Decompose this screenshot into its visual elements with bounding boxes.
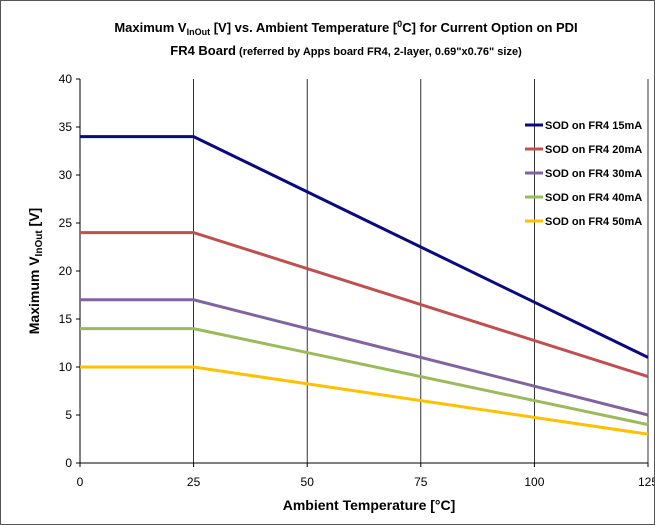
y-axis-label: Maximum VInOut [V] (26, 208, 45, 334)
chart-title-line2: FR4 Board (referred by Apps board FR4, 2… (170, 43, 522, 58)
x-tick-label: 75 (414, 475, 428, 489)
legend-label: SOD on FR4 30mA (545, 168, 642, 180)
y-tick-label: 35 (59, 120, 73, 134)
series-line-3 (80, 298, 649, 417)
y-tick-label: 10 (59, 360, 73, 374)
y-tick-label: 5 (65, 408, 72, 422)
legend-label: SOD on FR4 50mA (545, 216, 642, 228)
series-line-5 (80, 365, 649, 436)
legend-label: SOD on FR4 15mA (545, 120, 642, 132)
series-line-2 (80, 231, 649, 379)
y-tick-label: 25 (59, 216, 73, 230)
x-tick-label: 25 (187, 475, 201, 489)
x-tick-label: 0 (77, 475, 84, 489)
legend-label: SOD on FR4 20mA (545, 144, 642, 156)
legend-label: SOD on FR4 40mA (545, 192, 642, 204)
x-tick-label: 50 (301, 475, 315, 489)
y-tick-label: 30 (59, 168, 73, 182)
series-lines (80, 135, 649, 436)
x-tick-label: 100 (524, 475, 544, 489)
chart-title-line1: Maximum VInOut [V] vs. Ambient Temperatu… (114, 19, 577, 37)
y-tick-labels: 0 5 10 15 20 25 30 35 40 (59, 72, 80, 470)
y-tick-label: 20 (59, 264, 73, 278)
y-tick-label: 40 (59, 72, 73, 86)
series-line-4 (80, 327, 649, 427)
x-axis-label: Ambient Temperature [°C] (283, 497, 456, 513)
series-line-1 (80, 135, 649, 359)
grid-lines (193, 79, 649, 463)
x-tick-labels: 0 25 50 75 100 125 (77, 463, 654, 489)
x-tick-label: 125 (638, 475, 654, 489)
legend: SOD on FR4 15mA SOD on FR4 20mA SOD on FR4… (525, 120, 642, 228)
y-tick-label: 15 (59, 312, 73, 326)
y-tick-label: 0 (65, 456, 72, 470)
